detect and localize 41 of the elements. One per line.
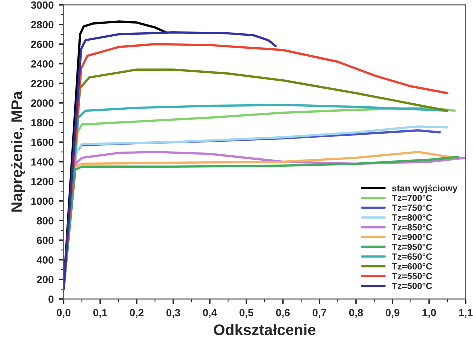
y-tick-label: 1600 [32, 138, 54, 146]
x-tick-label: 0,4 [203, 309, 218, 318]
y-tick-label: 2200 [31, 80, 54, 88]
x-axis-title: Odkształcenie [214, 324, 316, 336]
x-tick-label: 1,1 [459, 309, 473, 318]
y-tick-label: 600 [37, 236, 54, 244]
y-tick-label: 1400 [32, 158, 54, 166]
x-tick-label: 0,7 [312, 309, 326, 318]
legend-label: Tz=900°C [392, 234, 432, 240]
y-tick-label: 400 [36, 256, 54, 264]
y-tick-label: 2800 [31, 21, 54, 29]
legend-label: Tz=800°C [392, 214, 432, 221]
legend-label: Tz=600°C [392, 263, 432, 270]
legend-label: stan wyjściowy [392, 184, 458, 194]
x-tick-label: 0,0 [57, 309, 71, 318]
legend-label: Tz=550°C [392, 273, 432, 280]
y-tick-label: 1800 [32, 119, 54, 127]
legend-label: Tz=500°C [392, 282, 432, 290]
y-tick-label: 0 [48, 296, 54, 304]
y-tick-label: 3000 [31, 2, 54, 10]
x-tick-label: 0,6 [276, 309, 290, 318]
y-tick-label: 1000 [32, 198, 54, 206]
x-tick-label: 0,2 [130, 309, 144, 318]
y-tick-label: 2400 [31, 60, 54, 68]
x-tick-label: 0,5 [240, 309, 254, 318]
x-tick-label: 0,1 [94, 309, 108, 318]
y-tick-label: 1200 [32, 178, 54, 186]
x-tick-label: 0,9 [386, 309, 400, 318]
y-tick-label: 2600 [31, 40, 54, 48]
legend-label: Tz=650°C [392, 254, 432, 260]
y-axis-title: Naprężenie, MPa [11, 91, 26, 212]
legend-label: Tz=750°C [392, 204, 432, 212]
x-tick-label: 0,3 [166, 309, 180, 318]
x-tick-label: 1,0 [422, 309, 436, 318]
legend-label: Tz=950°C [392, 244, 432, 250]
x-tick-label: 0,8 [349, 309, 364, 318]
y-tick-label: 2000 [31, 100, 54, 108]
y-tick-label: 200 [37, 276, 54, 284]
legend-label: Tz=700°C [392, 195, 432, 202]
y-tick-label: 800 [37, 217, 54, 225]
legend-label: Tz=850°C [392, 224, 432, 231]
